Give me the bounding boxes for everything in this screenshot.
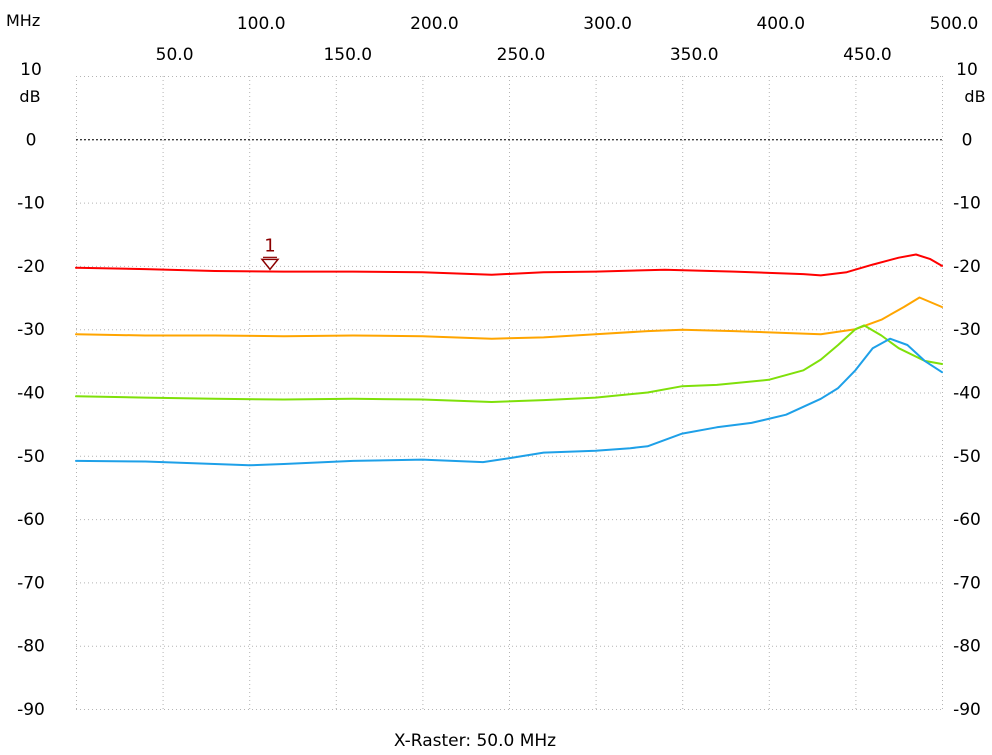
x-raster-caption: X-Raster: 50.0 MHz	[394, 731, 556, 751]
y-tick-label-right: -70	[953, 573, 981, 593]
traces	[75, 253, 943, 467]
y-tick-label-left: -70	[17, 573, 45, 593]
x-tick-label-top-row: 200.0	[410, 14, 459, 34]
x-tick-label-bottom-row: 50.0	[156, 45, 194, 65]
x-tick-label-top-row: 300.0	[583, 14, 632, 34]
y-tick-label-left: -30	[17, 320, 45, 340]
x-tick-label-bottom-row: 450.0	[843, 45, 892, 65]
y-tick-label-left: -50	[17, 447, 45, 467]
y-tick-label-right: -10	[953, 194, 981, 214]
y-tick-label-left: -80	[17, 637, 45, 657]
x-tick-label-top-row: 500.0	[930, 14, 979, 34]
y-tick-label-left: -60	[17, 510, 45, 530]
trace-1	[75, 253, 943, 277]
y-tick-label-right: -90	[953, 700, 981, 720]
marker-label: 1	[264, 235, 275, 256]
y-tick-label-left: -40	[17, 384, 45, 404]
y-tick-label-right: 0	[962, 130, 973, 150]
y-tick-label-right: -80	[953, 637, 981, 657]
axis-labels: 10 10 0 0 -10 -10 -20 -20 -30 -30 -40 -40 -50 -50 -60 -…	[17, 14, 981, 720]
y-tick-label-right: -30	[953, 320, 981, 340]
y-tick-label-left: 0	[26, 130, 37, 150]
y-unit-label-right: dB	[964, 87, 985, 106]
y-tick-label-left: 10	[20, 60, 42, 80]
y-tick-label-left: -10	[17, 194, 45, 214]
y-tick-label-right: -60	[953, 510, 981, 530]
marker-1: 1	[260, 235, 280, 271]
y-tick-label-right: -50	[953, 447, 981, 467]
y-unit-label-left: dB	[19, 87, 40, 106]
x-unit-label: MHz	[6, 11, 40, 30]
x-tick-label-bottom-row: 150.0	[323, 45, 372, 65]
y-tick-label-left: -90	[17, 700, 45, 720]
grid	[76, 76, 943, 710]
y-tick-label-right: 10	[956, 60, 978, 80]
trace-3	[75, 324, 943, 403]
x-tick-label-top-row: 100.0	[237, 14, 286, 34]
y-tick-label-right: -20	[953, 257, 981, 277]
trace-4	[75, 337, 943, 467]
trace-2	[75, 296, 943, 340]
x-tick-label-bottom-row: 250.0	[497, 45, 546, 65]
y-tick-label-left: -20	[17, 257, 45, 277]
marker-triangle	[260, 258, 280, 271]
x-tick-label-bottom-row: 350.0	[670, 45, 719, 65]
x-tick-label-top-row: 400.0	[756, 14, 805, 34]
y-tick-label-right: -40	[953, 384, 981, 404]
